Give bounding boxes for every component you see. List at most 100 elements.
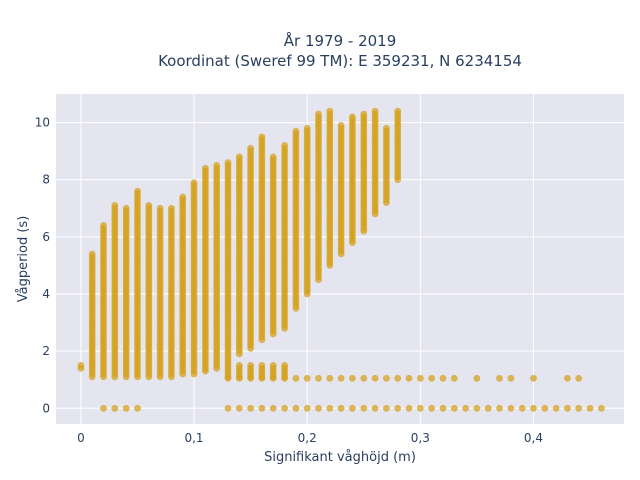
data-point — [564, 374, 571, 382]
data-point — [530, 404, 537, 412]
data-point — [247, 362, 255, 369]
x-tick-label: 0 — [77, 431, 85, 445]
data-point — [224, 159, 232, 167]
data-point — [371, 404, 379, 412]
data-point — [111, 202, 119, 209]
data-point — [349, 374, 356, 382]
data-point — [383, 404, 390, 412]
data-point — [315, 374, 322, 382]
data-point — [247, 144, 255, 152]
data-point — [258, 133, 266, 141]
data-point — [224, 374, 232, 382]
data-point — [428, 404, 435, 412]
data-point — [416, 374, 424, 382]
data-point — [428, 374, 435, 382]
data-point — [315, 404, 322, 412]
data-point — [496, 374, 503, 382]
x-axis-label: Signifikant våghöjd (m) — [264, 450, 416, 465]
y-tick-label: 8 — [42, 173, 50, 187]
data-point — [190, 179, 198, 187]
data-point — [134, 404, 141, 412]
data-point — [394, 107, 402, 115]
data-point — [371, 107, 379, 115]
data-point — [383, 124, 390, 132]
data-point — [462, 404, 469, 412]
data-point — [202, 164, 209, 172]
y-axis-label: Vågperiod (s) — [16, 216, 31, 303]
data-point — [405, 374, 413, 382]
data-point — [258, 374, 266, 382]
data-point — [122, 404, 130, 412]
chart-title-line2: Koordinat (Sweref 99 TM): E 359231, N 62… — [158, 52, 522, 70]
data-point — [541, 404, 549, 412]
data-point — [269, 404, 277, 412]
data-point — [552, 404, 560, 412]
data-point — [281, 374, 288, 382]
data-point — [145, 202, 153, 209]
data-point — [269, 153, 277, 161]
data-point — [100, 404, 107, 412]
data-point — [235, 362, 243, 369]
data-point — [168, 204, 175, 212]
data-point — [575, 404, 583, 412]
data-point — [292, 404, 300, 412]
chart-title-line1: År 1979 - 2019 — [284, 31, 397, 50]
data-point — [337, 122, 345, 129]
data-point — [518, 404, 526, 412]
data-point — [134, 187, 141, 195]
data-point — [269, 362, 277, 369]
data-point — [100, 222, 107, 229]
data-point — [349, 404, 356, 412]
data-point — [326, 107, 334, 115]
y-tick-label: 10 — [35, 116, 50, 130]
tick-labels: 0 0,1 0,2 0,3 0,4 0 2 4 6 8 10 — [35, 116, 543, 445]
data-point — [507, 374, 515, 382]
y-tick-label: 6 — [42, 230, 50, 244]
data-point — [507, 404, 515, 412]
data-point — [383, 374, 390, 382]
data-point — [179, 193, 187, 201]
data-point — [439, 404, 447, 412]
data-point — [450, 404, 458, 412]
data-point — [405, 404, 413, 412]
data-point — [530, 374, 537, 382]
data-points — [77, 107, 605, 412]
data-point — [360, 404, 368, 412]
data-point — [213, 162, 221, 169]
x-tick-label: 0,4 — [524, 431, 543, 445]
data-point — [575, 374, 583, 382]
data-point — [450, 374, 458, 382]
data-point — [416, 404, 424, 412]
data-point — [360, 110, 368, 118]
y-tick-label: 0 — [42, 401, 50, 415]
data-point — [235, 153, 243, 161]
data-point — [122, 204, 130, 212]
data-point — [77, 362, 85, 369]
data-point — [360, 374, 368, 382]
data-point — [371, 374, 379, 382]
y-tick-label: 4 — [42, 287, 50, 301]
data-point — [586, 404, 594, 412]
data-point — [484, 404, 492, 412]
data-point — [88, 250, 96, 258]
x-tick-label: 0,3 — [411, 431, 430, 445]
data-point — [247, 374, 255, 382]
data-point — [598, 404, 605, 412]
data-point — [303, 124, 311, 132]
x-tick-label: 0,2 — [298, 431, 317, 445]
data-point — [281, 404, 288, 412]
data-point — [394, 404, 402, 412]
data-point — [156, 204, 164, 212]
data-point — [224, 404, 232, 412]
data-point — [315, 110, 322, 118]
data-point — [394, 374, 402, 382]
data-point — [258, 362, 266, 369]
data-point — [235, 374, 243, 382]
data-point — [235, 404, 243, 412]
y-tick-label: 2 — [42, 344, 50, 358]
x-tick-label: 0,1 — [184, 431, 203, 445]
data-point — [258, 404, 266, 412]
data-point — [439, 374, 447, 382]
data-point — [326, 404, 334, 412]
